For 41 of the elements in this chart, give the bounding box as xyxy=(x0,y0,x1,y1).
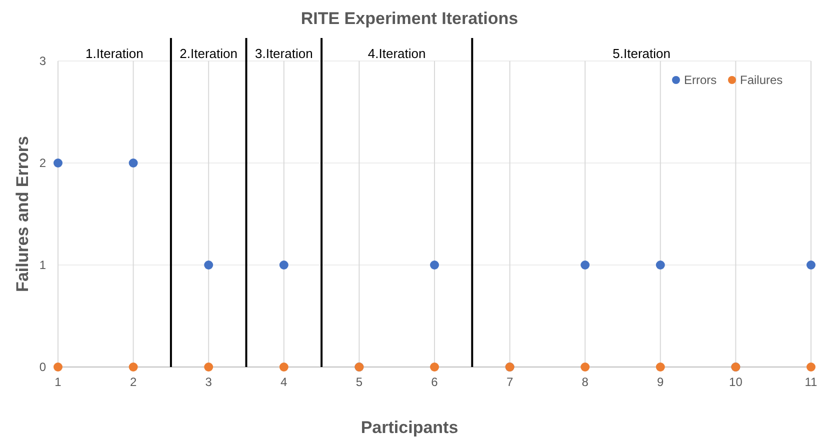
y-tick-label: 3 xyxy=(39,54,46,68)
x-tick-label: 8 xyxy=(582,375,589,389)
y-tick-label: 1 xyxy=(39,258,46,272)
point xyxy=(656,260,665,270)
legend-label: Errors xyxy=(684,73,717,88)
x-tick-label: 6 xyxy=(431,375,438,389)
annotation: 1.Iteration xyxy=(86,46,144,61)
y-axis-title: Failures and Errors xyxy=(13,136,32,292)
point xyxy=(430,260,439,270)
point xyxy=(54,158,62,168)
point xyxy=(806,260,816,270)
point xyxy=(580,362,590,372)
annotation: 5.Iteration xyxy=(612,46,670,61)
x-tick-label: 1 xyxy=(54,375,62,389)
point xyxy=(128,362,138,372)
x-tick-label: 5 xyxy=(356,375,363,389)
y-tick-label: 2 xyxy=(39,156,46,170)
x-tick-label: 7 xyxy=(506,375,514,389)
point xyxy=(430,362,439,372)
x-tick-label: 11 xyxy=(804,375,818,389)
x-tick-label: 2 xyxy=(130,375,137,389)
legend-label: Failures xyxy=(740,73,783,88)
annotation: 4.Iteration xyxy=(368,46,426,61)
point xyxy=(204,260,214,270)
point xyxy=(128,158,138,168)
point xyxy=(204,362,214,372)
point xyxy=(656,362,665,372)
annotation: 3.Iteration xyxy=(254,46,313,61)
point xyxy=(279,260,288,270)
annotation: 2.Iteration xyxy=(180,46,238,61)
x-tick-label: 10 xyxy=(729,375,743,389)
point xyxy=(580,260,590,270)
point xyxy=(54,362,62,372)
point xyxy=(806,362,816,372)
x-tick-label: 9 xyxy=(657,375,664,389)
chart-title: RITE Experiment Iterations xyxy=(300,9,518,28)
point xyxy=(279,362,288,372)
y-tick-label: 0 xyxy=(39,360,46,374)
x-axis-title: Participants xyxy=(360,418,458,437)
x-tick-label: 3 xyxy=(205,375,212,389)
x-tick-label: 4 xyxy=(280,375,288,389)
